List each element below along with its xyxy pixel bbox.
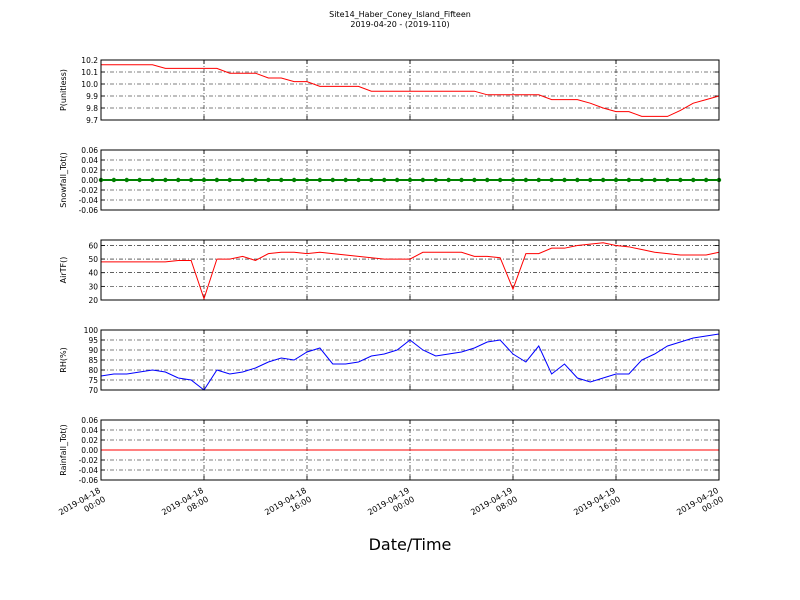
data-line — [101, 64, 720, 117]
data-point — [652, 177, 657, 183]
x-axis-title: Date/Time — [369, 535, 452, 554]
data-point — [214, 177, 220, 183]
plot-frame — [100, 419, 720, 481]
data-point — [266, 177, 271, 183]
data-point — [279, 177, 284, 183]
y-tick-label: 70 — [88, 386, 98, 395]
chart-title: Site14_Haber_Coney_Island_Fifteen — [329, 10, 471, 19]
data-point — [446, 177, 451, 183]
data-point — [111, 177, 117, 183]
data-point — [382, 177, 387, 183]
data-point — [240, 177, 245, 183]
data-point — [356, 177, 361, 183]
y-tick-label: -0.02 — [79, 456, 99, 465]
data-point — [330, 177, 335, 183]
data-point — [562, 177, 567, 183]
y-tick-label: 0.00 — [81, 176, 98, 185]
data-point — [536, 177, 541, 183]
data-point — [459, 177, 464, 183]
data-point — [343, 177, 348, 183]
y-tick-label: 75 — [88, 376, 98, 385]
y-tick-label: 9.8 — [86, 104, 98, 113]
y-tick-label: 0.02 — [81, 436, 98, 445]
y-tick-label: 0.02 — [81, 166, 98, 175]
y-tick-label: 90 — [88, 346, 98, 355]
data-point — [613, 177, 619, 183]
y-tick-label: 10.0 — [81, 80, 98, 89]
y-tick-label: 50 — [88, 255, 98, 264]
data-point — [588, 177, 593, 183]
y-axis-title: Snowfall_Tot() — [59, 152, 68, 208]
y-tick-label: 95 — [88, 336, 98, 345]
data-point — [407, 177, 413, 183]
data-point — [291, 177, 297, 183]
y-axis-title: AirTF() — [59, 257, 68, 284]
data-point — [304, 177, 310, 183]
y-tick-label: -0.02 — [79, 186, 99, 195]
y-tick-label: 40 — [88, 269, 98, 278]
data-point — [575, 177, 580, 183]
data-point — [369, 177, 374, 183]
data-point — [317, 177, 323, 183]
y-tick-label: 0.04 — [81, 426, 98, 435]
y-tick-label: 0.04 — [81, 156, 98, 165]
data-point — [227, 177, 232, 183]
data-point — [626, 177, 632, 183]
y-tick-label: 85 — [88, 356, 98, 365]
data-point — [124, 177, 129, 183]
y-tick-label: 100 — [84, 326, 99, 335]
chart-subtitle: 2019-04-20 - (2019-110) — [350, 20, 449, 29]
data-point — [201, 177, 207, 183]
y-tick-label: -0.06 — [79, 476, 99, 485]
y-tick-label: 80 — [88, 366, 98, 375]
y-tick-label: 30 — [88, 282, 98, 291]
plot-frame — [100, 329, 720, 391]
y-axis-title: Rainfall_Tot() — [59, 424, 68, 476]
data-point — [665, 177, 670, 183]
y-tick-label: -0.04 — [79, 196, 99, 205]
y-tick-label: 10.2 — [81, 56, 98, 65]
y-axis-title: RH(%) — [59, 347, 68, 372]
data-point — [188, 177, 194, 183]
data-point — [523, 177, 529, 183]
data-point — [150, 177, 155, 183]
data-line — [101, 242, 720, 301]
y-tick-label: 20 — [88, 296, 98, 305]
data-point — [163, 177, 168, 183]
data-point — [600, 177, 606, 183]
data-point — [137, 177, 142, 183]
plot-frame — [100, 59, 720, 121]
plot-frame — [100, 149, 720, 211]
y-tick-label: 10.1 — [81, 68, 98, 77]
data-point — [394, 177, 400, 183]
data-point — [703, 177, 709, 183]
data-point — [433, 177, 438, 183]
y-tick-label: 0.00 — [81, 446, 98, 455]
y-tick-label: -0.06 — [79, 206, 99, 215]
data-point — [510, 177, 516, 183]
y-tick-label: 9.9 — [86, 92, 98, 101]
data-point — [485, 177, 490, 183]
data-point — [678, 177, 683, 183]
y-tick-label: 9.7 — [86, 116, 98, 125]
data-point — [691, 177, 696, 183]
y-tick-label: 60 — [88, 241, 98, 250]
plot-frame — [100, 239, 720, 301]
data-point — [497, 177, 503, 183]
data-point — [639, 177, 644, 183]
data-point — [253, 177, 258, 183]
data-point — [472, 177, 477, 183]
data-point — [420, 177, 426, 183]
y-axis-title: P(unitless) — [59, 69, 68, 111]
y-tick-label: 0.06 — [81, 416, 98, 425]
y-tick-label: 0.06 — [81, 146, 98, 155]
data-point — [176, 177, 181, 183]
y-tick-label: -0.04 — [79, 466, 99, 475]
data-point — [549, 177, 554, 183]
